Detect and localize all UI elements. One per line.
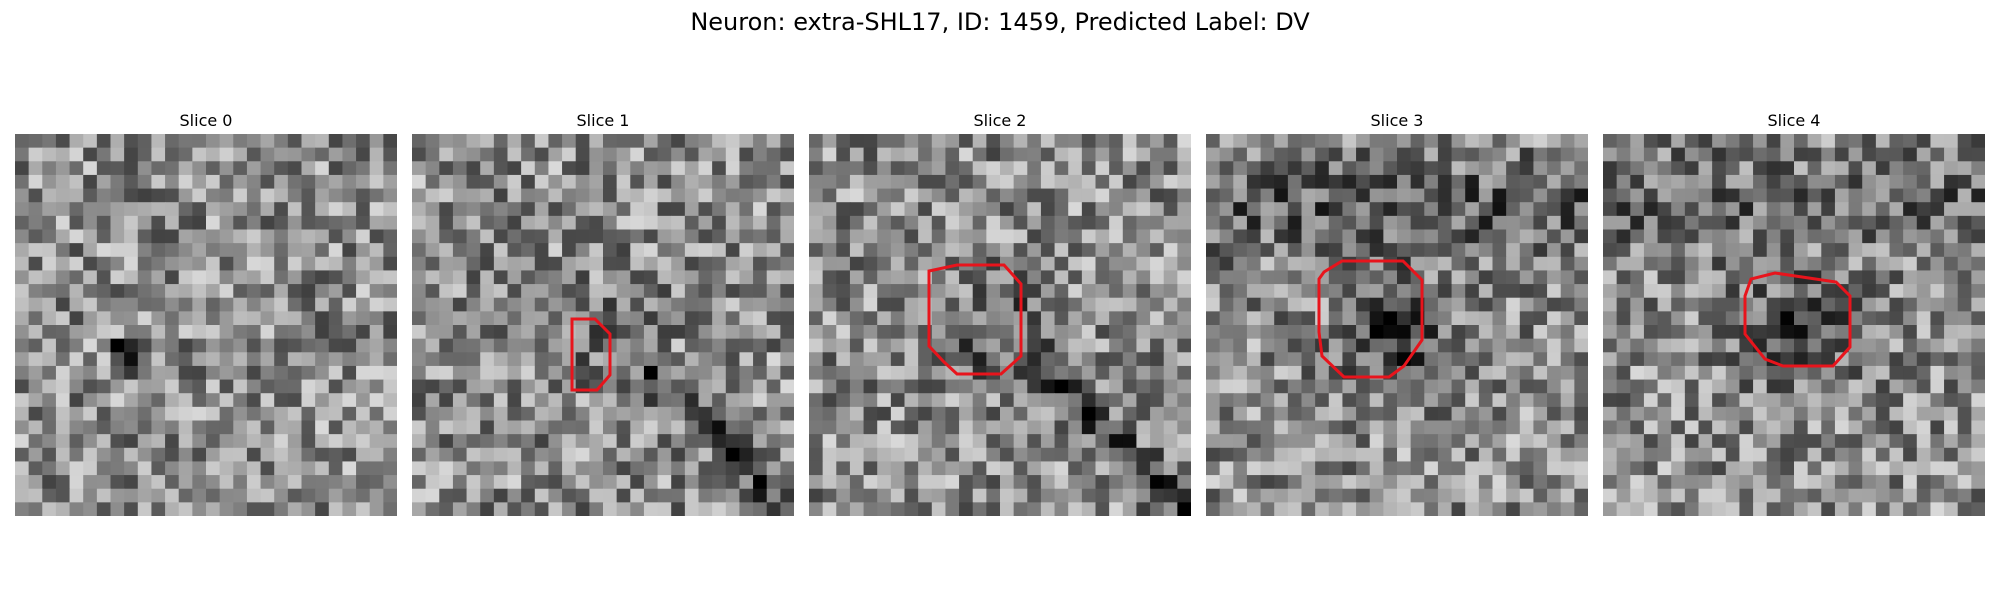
slice-image	[15, 134, 397, 516]
roi-outline	[570, 317, 612, 392]
slice-panel-0: Slice 0	[15, 108, 397, 516]
slice-image	[1206, 134, 1588, 516]
figure-title: Neuron: extra-SHL17, ID: 1459, Predicted…	[690, 8, 1310, 36]
slice-title: Slice 4	[1767, 111, 1821, 130]
slice-title: Slice 2	[973, 111, 1027, 130]
slice-title: Slice 1	[576, 111, 630, 130]
slice-panel-1: Slice 1	[412, 108, 794, 516]
roi-outline	[927, 263, 1023, 376]
slice-panel-3: Slice 3	[1206, 108, 1588, 516]
slice-image	[809, 134, 1191, 516]
roi-outline	[1743, 271, 1852, 368]
slice-image	[1603, 134, 1985, 516]
slice-title: Slice 0	[179, 111, 233, 130]
slice-panel-4: Slice 4	[1603, 108, 1985, 516]
roi-outline	[1317, 259, 1424, 379]
slice-image	[412, 134, 794, 516]
slice-title: Slice 3	[1370, 111, 1424, 130]
slice-panel-2: Slice 2	[809, 108, 1191, 516]
